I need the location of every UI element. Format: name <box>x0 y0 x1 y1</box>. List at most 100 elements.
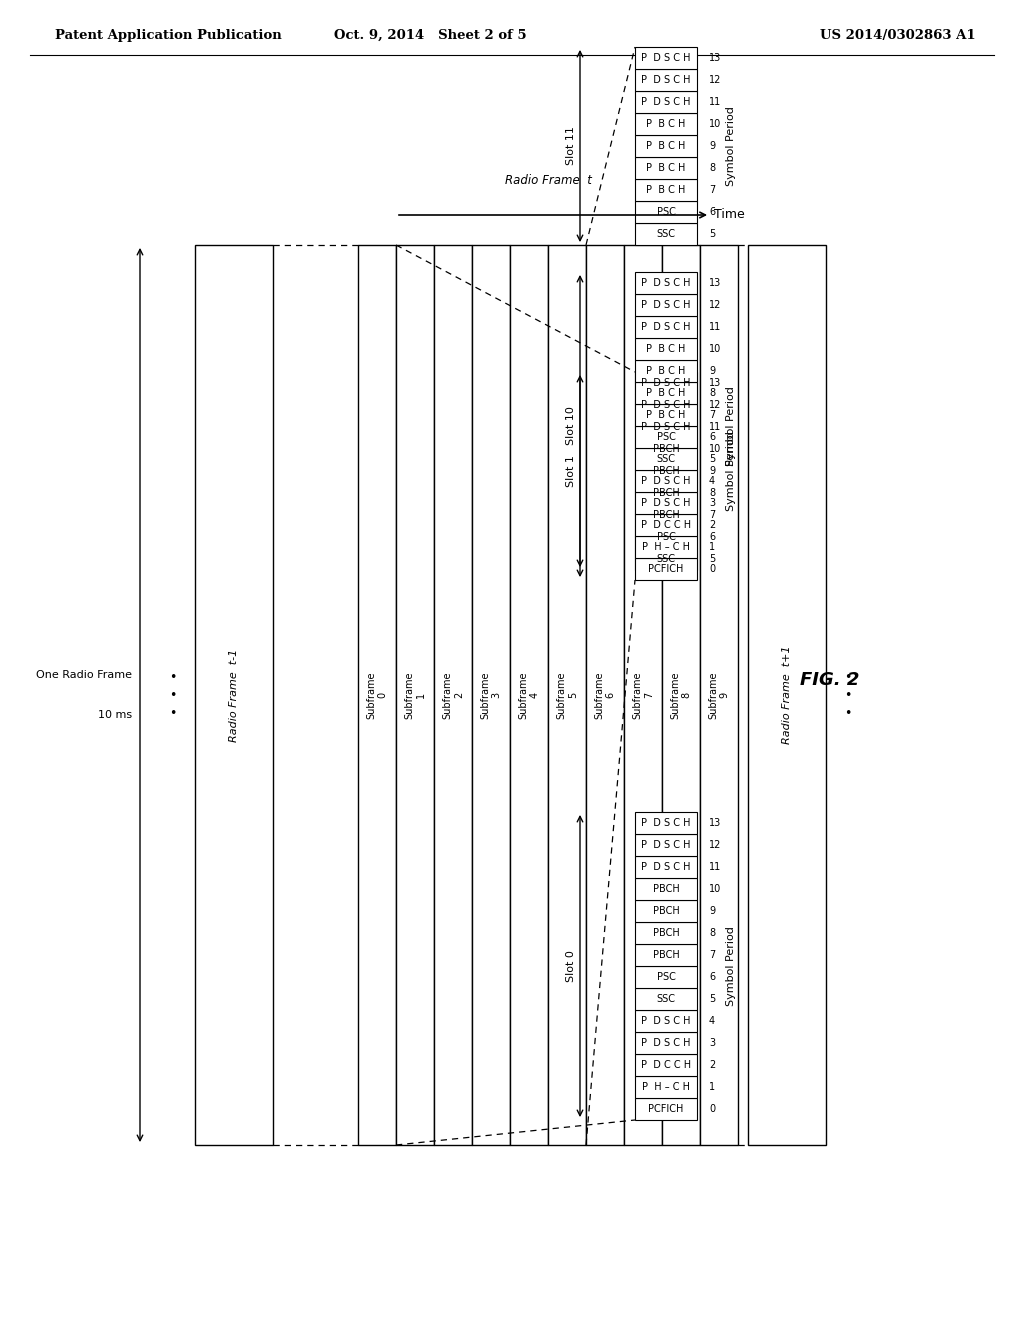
Text: 7: 7 <box>709 185 715 195</box>
Text: Subframe
8: Subframe 8 <box>670 672 692 719</box>
Text: PCFICH: PCFICH <box>648 564 684 574</box>
Text: PSC: PSC <box>656 432 676 442</box>
Bar <box>635 536 697 558</box>
Text: P  D S C H: P D S C H <box>641 422 691 432</box>
Text: Radio Frame  t: Radio Frame t <box>505 173 592 186</box>
Text: PSC: PSC <box>656 532 676 543</box>
Bar <box>635 338 697 360</box>
Text: Oct. 9, 2014   Sheet 2 of 5: Oct. 9, 2014 Sheet 2 of 5 <box>334 29 526 41</box>
Bar <box>635 372 697 393</box>
Bar <box>635 447 697 470</box>
Text: •
•
•: • • • <box>845 671 852 719</box>
Text: PBCH: PBCH <box>652 444 679 454</box>
Text: 12: 12 <box>709 75 721 84</box>
Text: SSC: SSC <box>656 454 676 465</box>
Bar <box>635 1076 697 1098</box>
Text: Subframe
5: Subframe 5 <box>556 672 578 719</box>
Bar <box>635 558 697 579</box>
Bar <box>548 246 586 1144</box>
Bar <box>635 69 697 91</box>
Text: P  B C H: P B C H <box>646 119 686 129</box>
Bar <box>635 944 697 966</box>
Text: P  D C C H: P D C C H <box>641 1060 691 1071</box>
Text: P  D S C H: P D S C H <box>641 322 691 333</box>
Bar <box>700 246 738 1144</box>
Text: 10 ms: 10 ms <box>98 710 132 719</box>
Bar <box>635 492 697 513</box>
Bar <box>635 1098 697 1119</box>
Bar <box>635 459 697 482</box>
Bar <box>635 294 697 315</box>
Text: PBCH: PBCH <box>652 928 679 939</box>
Text: 1: 1 <box>709 543 715 552</box>
Bar <box>748 246 826 1144</box>
Bar <box>635 315 697 338</box>
Text: P  D S C H: P D S C H <box>641 477 691 486</box>
Text: P  D S C H: P D S C H <box>641 400 691 411</box>
Text: Subframe
7: Subframe 7 <box>632 672 653 719</box>
Text: 10: 10 <box>709 444 721 454</box>
Bar <box>635 1032 697 1053</box>
Text: Patent Application Publication: Patent Application Publication <box>55 29 282 41</box>
Text: PBCH: PBCH <box>652 488 679 498</box>
Text: SSC: SSC <box>656 994 676 1005</box>
Text: Subframe
0: Subframe 0 <box>367 672 388 719</box>
Text: Subframe
2: Subframe 2 <box>442 672 464 719</box>
Text: 4: 4 <box>709 1016 715 1026</box>
Bar <box>635 987 697 1010</box>
Text: 11: 11 <box>709 322 721 333</box>
Text: Radio Frame  t-1: Radio Frame t-1 <box>229 648 239 742</box>
Bar <box>635 855 697 878</box>
Bar <box>434 246 472 1144</box>
Text: P  B C H: P B C H <box>646 388 686 399</box>
Text: P  B C H: P B C H <box>646 141 686 150</box>
Text: 8: 8 <box>709 162 715 173</box>
Bar <box>635 525 697 548</box>
Text: 8: 8 <box>709 488 715 498</box>
Text: Radio Frame  t+1: Radio Frame t+1 <box>782 645 792 744</box>
Bar <box>635 834 697 855</box>
Text: 0: 0 <box>709 564 715 574</box>
Bar <box>510 246 548 1144</box>
Text: PCFICH: PCFICH <box>648 1104 684 1114</box>
Bar <box>635 180 697 201</box>
Text: Slot 11: Slot 11 <box>566 127 575 165</box>
Text: Subframe
4: Subframe 4 <box>518 672 540 719</box>
Bar <box>635 360 697 381</box>
Text: 10: 10 <box>709 119 721 129</box>
Text: 9: 9 <box>709 466 715 477</box>
Text: 2: 2 <box>709 520 715 531</box>
Text: PBCH: PBCH <box>652 950 679 960</box>
Text: 12: 12 <box>709 840 721 850</box>
Bar <box>635 548 697 570</box>
Text: 3: 3 <box>709 498 715 508</box>
Text: P  D S C H: P D S C H <box>641 75 691 84</box>
Text: 5: 5 <box>709 454 715 465</box>
Text: FIG. 2: FIG. 2 <box>801 671 860 689</box>
Bar <box>662 246 700 1144</box>
Text: Subframe
9: Subframe 9 <box>709 672 730 719</box>
Text: US 2014/0302863 A1: US 2014/0302863 A1 <box>820 29 976 41</box>
Text: 6: 6 <box>709 432 715 442</box>
Bar <box>635 48 697 69</box>
Bar <box>635 878 697 900</box>
Text: Subframe
6: Subframe 6 <box>594 672 615 719</box>
Text: 7: 7 <box>709 950 715 960</box>
Text: •
•
•: • • • <box>169 671 177 719</box>
Text: P  D S C H: P D S C H <box>641 279 691 288</box>
Text: 12: 12 <box>709 400 721 411</box>
Text: Time: Time <box>714 209 744 222</box>
Bar <box>624 246 662 1144</box>
Bar <box>635 272 697 294</box>
Text: Subframe
1: Subframe 1 <box>404 672 426 719</box>
Text: Symbol Period: Symbol Period <box>726 432 736 511</box>
Bar <box>635 201 697 223</box>
Bar <box>635 900 697 921</box>
Bar <box>635 416 697 438</box>
Bar <box>635 921 697 944</box>
Bar <box>358 246 396 1144</box>
Text: SSC: SSC <box>656 554 676 564</box>
Bar <box>586 246 624 1144</box>
Text: P  B C H: P B C H <box>646 366 686 376</box>
Text: 0: 0 <box>709 1104 715 1114</box>
